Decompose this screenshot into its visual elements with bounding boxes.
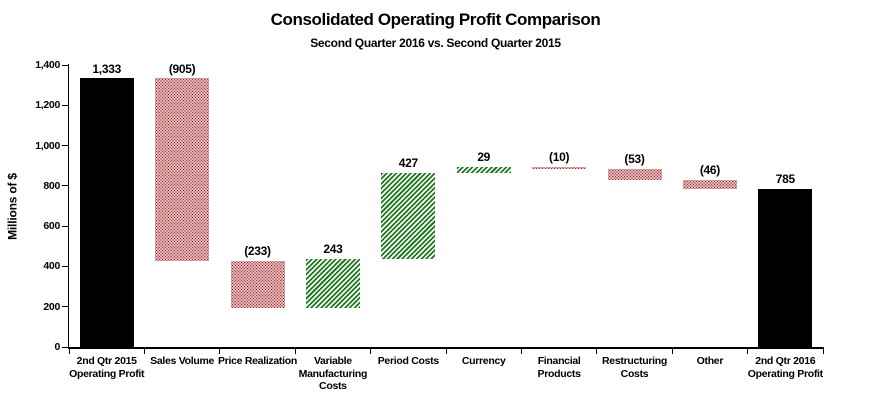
- x-axis-tick: [520, 349, 522, 354]
- bar-value-label: 1,333: [92, 61, 121, 76]
- bar-other: [682, 179, 737, 189]
- x-axis-tick: [445, 349, 447, 354]
- y-axis-tick: [62, 306, 68, 308]
- category-label-line: Price Realization: [218, 355, 297, 367]
- y-axis-tick: [62, 346, 68, 348]
- y-axis-tick-label: 0: [54, 341, 60, 353]
- bar-value-label: (46): [699, 163, 720, 178]
- category-label-line: Sales Volume: [150, 355, 215, 367]
- bar-currency: [456, 166, 511, 173]
- bar-period-costs: [381, 172, 436, 259]
- y-axis-tick-label: 400: [43, 260, 60, 273]
- y-axis-tick: [62, 225, 68, 227]
- category-label-line: Products: [537, 367, 581, 380]
- category-label: Financial Products: [511, 355, 607, 380]
- x-axis-tick: [370, 349, 372, 354]
- category-label: Currency: [436, 355, 532, 368]
- y-axis-tick-label: 1,400: [35, 59, 60, 71]
- category-label-line: Manufacturing: [298, 367, 368, 380]
- category-label: Other: [662, 355, 758, 368]
- category-label: Restructuring Costs: [587, 355, 683, 380]
- category-label-line: Operating Profit: [747, 367, 823, 380]
- bar-2nd-qtr-2015-operating-profit: [79, 78, 134, 347]
- x-axis-tick: [822, 349, 824, 354]
- category-label-line: 2nd Qtr 2016: [755, 355, 816, 367]
- y-axis-tick: [62, 185, 68, 187]
- category-label-line: Other: [696, 355, 724, 367]
- chart-title: Consolidated Operating Profit Comparison: [270, 10, 601, 29]
- bar-value-label: (10): [549, 150, 570, 165]
- y-axis-tick: [62, 265, 68, 267]
- y-axis-tick-label: 800: [43, 179, 60, 192]
- category-label-line: Costs: [620, 367, 649, 380]
- x-axis-tick: [294, 349, 296, 354]
- x-axis-tick: [68, 349, 70, 354]
- y-axis-line: [68, 64, 69, 349]
- y-axis-tick-label: 1,000: [35, 139, 60, 152]
- category-label: 2nd Qtr 2016 Operating Profit: [737, 355, 833, 380]
- bar-variable-manufacturing-costs: [305, 258, 360, 308]
- y-axis-tick-label: 1,200: [35, 99, 60, 112]
- category-label-line: Operating Profit: [69, 367, 145, 380]
- category-label-line: Currency: [461, 355, 506, 367]
- bar-2nd-qtr-2016-operating-profit: [758, 188, 813, 347]
- x-axis-tick: [747, 349, 749, 354]
- category-label: Sales Volume: [134, 355, 230, 368]
- bar-restructuring-costs: [607, 168, 662, 180]
- bar-sales-volume: [155, 78, 210, 261]
- y-axis-label: Millions of $: [5, 173, 20, 240]
- bar-price-realization: [230, 260, 285, 308]
- category-label: Variable Manufacturing Costs: [285, 355, 381, 393]
- y-axis-tick-label: 600: [43, 220, 60, 233]
- bar-financial-products: [532, 166, 587, 169]
- bar-value-label: 243: [323, 242, 343, 257]
- x-axis-tick: [143, 349, 145, 354]
- y-axis-tick: [62, 104, 68, 106]
- category-label-line: Period Costs: [377, 355, 439, 367]
- category-label-line: 2nd Qtr 2015: [76, 355, 137, 367]
- y-axis-tick: [62, 64, 68, 66]
- category-label-line: Variable: [313, 355, 352, 367]
- category-label: Price Realization: [210, 355, 306, 368]
- bar-value-label: 29: [477, 150, 491, 165]
- x-axis-line: [68, 347, 824, 349]
- category-label-line: Financial: [537, 355, 581, 367]
- x-axis-tick: [219, 349, 221, 354]
- chart-subtitle: Second Quarter 2016 vs. Second Quarter 2…: [310, 36, 561, 50]
- x-axis-tick: [596, 349, 598, 354]
- category-label: Period Costs: [360, 355, 456, 368]
- category-label-line: Costs: [319, 380, 347, 392]
- bar-value-label: (233): [244, 244, 271, 259]
- y-axis-tick: [62, 145, 68, 147]
- y-axis-tick-label: 200: [43, 300, 60, 313]
- bar-value-label: (905): [168, 61, 196, 76]
- category-label-line: Restructuring: [602, 355, 667, 367]
- bar-value-label: 785: [775, 172, 795, 187]
- bar-value-label: (53): [624, 152, 645, 167]
- x-axis-tick: [671, 349, 673, 354]
- bar-value-label: 427: [398, 156, 418, 171]
- category-label: 2nd Qtr 2015 Operating Profit: [59, 355, 155, 380]
